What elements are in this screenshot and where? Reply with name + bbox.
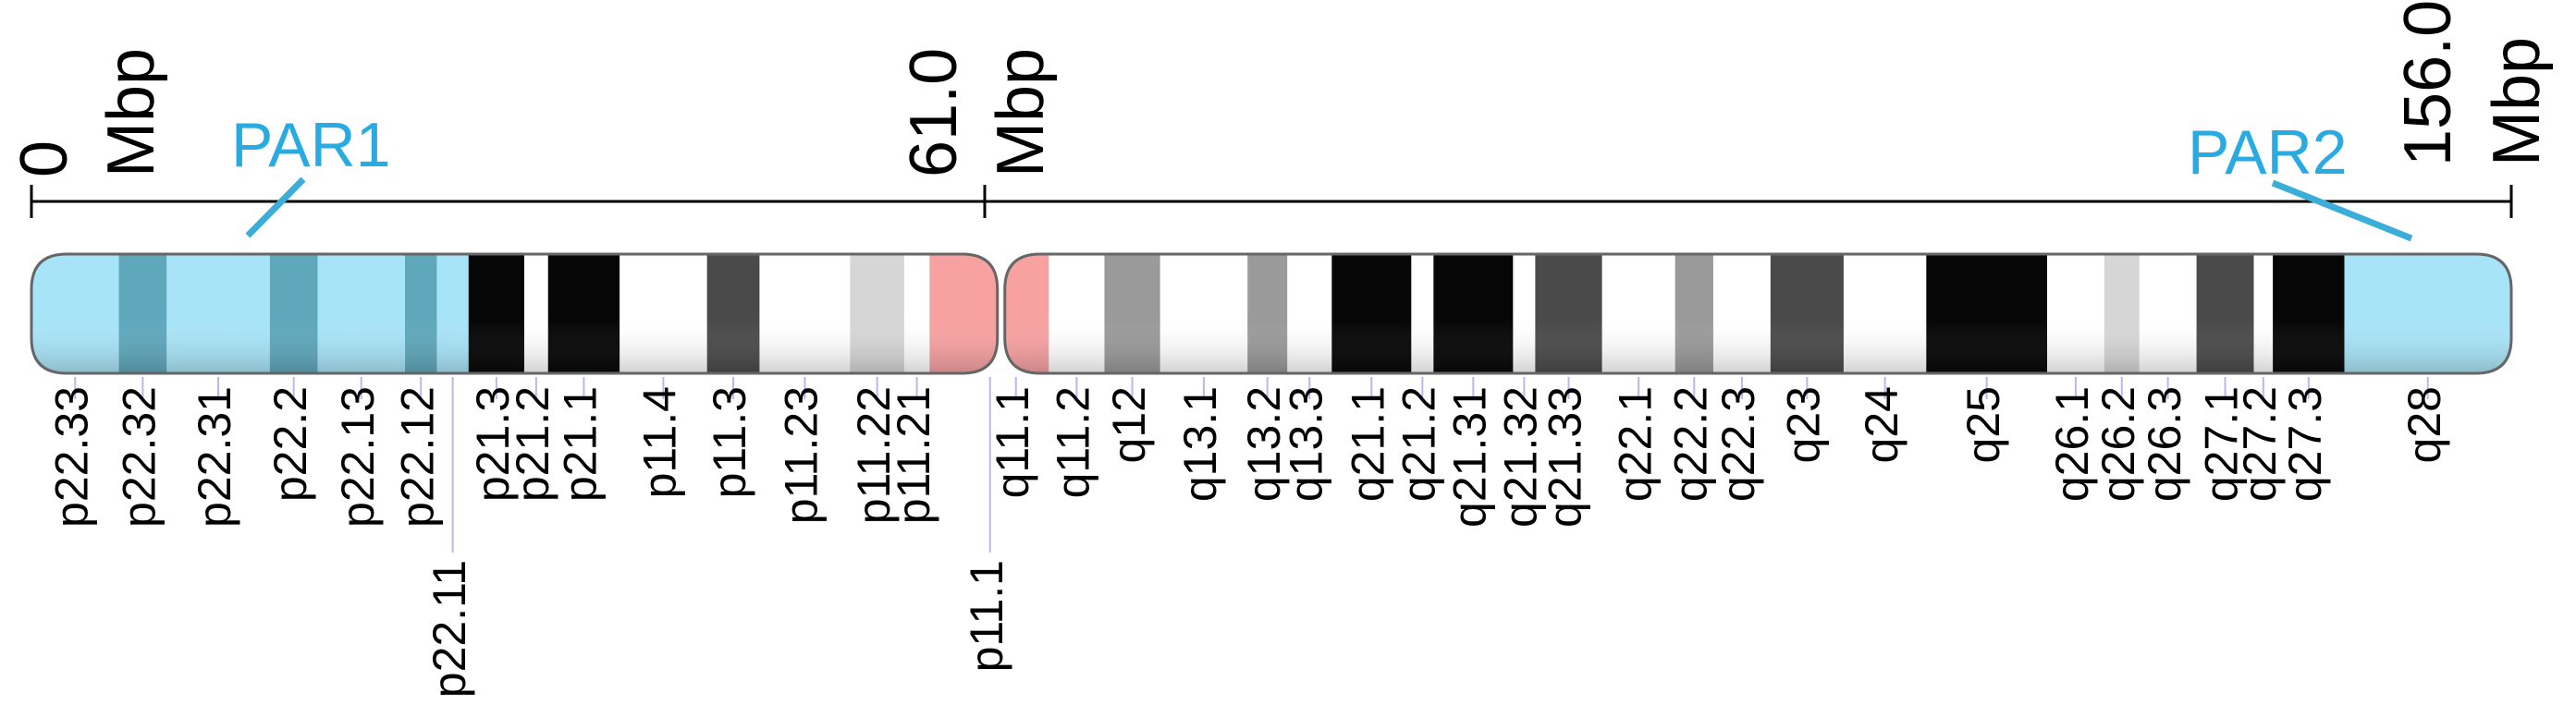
chromosome-q-arm [1004, 254, 2511, 373]
band-label: p11.21 [888, 386, 939, 524]
scale-ruler: 0 Mbp 61.0 Mbp 156.0 Mbp [7, 0, 2554, 218]
band-label: p22.33 [45, 386, 97, 528]
par2-label: PAR2 [2188, 117, 2348, 188]
band-label: q22.2 [1665, 386, 1717, 502]
band-label: p22.31 [189, 386, 240, 528]
par1-label: PAR1 [231, 110, 391, 180]
band-label: q21.31 [1444, 386, 1496, 528]
band-label: q26.2 [2092, 386, 2144, 502]
band-label: p22.11 [423, 560, 475, 698]
band-label: q27.2 [2234, 386, 2286, 502]
ruler-centromere-value: 61.0 [897, 48, 971, 177]
chromosome-p-arm [31, 254, 998, 373]
band-label: q27.3 [2279, 386, 2331, 502]
par2-pointer [2271, 179, 2413, 242]
band-label: p22.12 [391, 386, 443, 528]
band-label: q11.1 [987, 386, 1038, 498]
band-label: p21.1 [555, 386, 607, 502]
band-label: p11.23 [776, 386, 828, 524]
band-label: q13.3 [1280, 386, 1331, 502]
band-label: q12 [1103, 386, 1155, 463]
band-label: q22.3 [1712, 386, 1764, 502]
band-label: q24 [1856, 386, 1907, 463]
ruler-start-value: 0 [7, 140, 81, 177]
band-label: q25 [1957, 386, 2009, 463]
band-label: q21.2 [1393, 386, 1445, 502]
band-labels: p22.33 p22.32 p22.31 p22.2 p22.13 p22.12 p22.1… [45, 377, 2450, 698]
band-label: q13.2 [1238, 386, 1290, 502]
par1-pointer [245, 176, 306, 238]
band-label: q11.2 [1048, 386, 1099, 498]
band-label: p11.22 [848, 386, 900, 524]
par-annotations: PAR1 PAR2 [231, 110, 2413, 242]
band-label: q26.3 [2139, 386, 2190, 502]
band-label: p22.13 [332, 386, 384, 528]
ruler-end-value: 156.0 [2391, 0, 2465, 166]
band-label: q23 [1778, 386, 1830, 463]
band-label: q22.1 [1609, 386, 1661, 502]
band-label: q27.1 [2196, 386, 2248, 502]
band-label: q26.1 [2046, 386, 2098, 502]
band-label: p22.2 [264, 386, 316, 502]
band-label: p11.1 [961, 560, 1012, 672]
band-label: p21.2 [507, 386, 558, 502]
band-label: q21.1 [1343, 386, 1394, 502]
ruler-centromere-unit: Mbp [984, 48, 1058, 177]
arm-shading [1004, 254, 2511, 373]
ruler-end-unit: Mbp [2480, 37, 2554, 166]
arm-shading [31, 254, 998, 373]
band-label: q21.32 [1495, 386, 1547, 528]
band-label: q28 [2398, 386, 2450, 463]
ruler-start-unit: Mbp [94, 48, 168, 177]
band-label: p11.4 [634, 386, 686, 498]
band-label: p11.3 [704, 386, 755, 498]
band-label: q13.1 [1174, 386, 1226, 502]
q-arm-outline [1003, 252, 2513, 375]
band-label: p22.32 [114, 386, 166, 528]
p-arm-outline [30, 252, 1000, 375]
band-label: p21.3 [467, 386, 519, 502]
band-label: q21.33 [1539, 386, 1591, 528]
